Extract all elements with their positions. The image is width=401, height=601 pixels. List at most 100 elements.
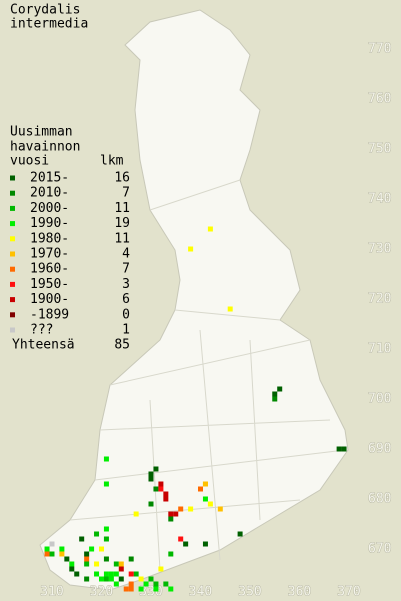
occurrence-square — [217, 506, 223, 512]
occurrence-square — [148, 576, 154, 582]
occurrence-square — [59, 551, 65, 557]
occurrence-square — [94, 571, 100, 577]
occurrence-square — [113, 571, 119, 577]
occurrence-square — [69, 566, 75, 572]
region-borders — [69, 179, 346, 571]
occurrence-square — [103, 576, 109, 582]
occurrence-square — [98, 576, 104, 582]
legend-count: 6 — [122, 292, 130, 307]
x-tick-label: 370 — [337, 585, 360, 600]
occurrence-square — [133, 511, 139, 517]
occurrence-square — [44, 551, 50, 557]
legend-swatch — [10, 312, 15, 318]
occurrence-square — [163, 491, 169, 497]
legend-label: 2015- — [30, 171, 69, 186]
occurrence-square — [84, 561, 90, 567]
occurrence-square — [118, 576, 124, 582]
occurrence-square — [49, 551, 55, 557]
legend-swatch — [10, 236, 15, 242]
occurrence-square — [207, 501, 213, 507]
occurrence-square — [133, 571, 139, 577]
occurrence-square — [128, 571, 134, 577]
legend-label: 1980- — [30, 231, 69, 246]
occurrence-square — [163, 496, 169, 502]
y-tick-label: 760 — [368, 92, 391, 107]
legend-swatch — [10, 327, 15, 333]
occurrence-square — [153, 466, 159, 472]
legend-label: 1960- — [30, 262, 69, 277]
occurrence-square — [148, 471, 154, 477]
occurrence-square — [128, 581, 134, 587]
occurrence-square — [202, 496, 208, 502]
occurrence-square — [168, 516, 174, 522]
occurrence-square — [341, 446, 347, 452]
occurrence-square — [44, 546, 50, 552]
occurrence-square — [153, 581, 159, 587]
legend-label: 2000- — [30, 201, 69, 216]
legend-swatch — [10, 190, 15, 196]
x-tick-label: 350 — [238, 585, 261, 600]
occurrence-square — [94, 561, 100, 567]
y-tick-label: 770 — [368, 42, 391, 57]
legend-swatch — [10, 281, 15, 287]
legend-count: 0 — [122, 307, 130, 322]
total-label: Yhteensä — [12, 338, 75, 353]
y-tick-label: 740 — [368, 192, 391, 207]
occurrence-square — [198, 486, 203, 492]
legend-count: 11 — [114, 231, 130, 246]
x-tick-label: 340 — [189, 585, 212, 600]
y-tick-label: 710 — [368, 342, 391, 357]
legend-label: 1970- — [30, 247, 69, 262]
occurrence-square — [237, 531, 243, 537]
y-tick-label: 690 — [368, 442, 391, 457]
legend-title: Uusimman — [10, 125, 73, 140]
occurrence-square — [158, 566, 164, 572]
legend-swatch — [10, 205, 15, 211]
x-tick-label: 360 — [288, 585, 311, 600]
occurrence-square — [178, 536, 184, 542]
occurrence-square — [59, 546, 65, 552]
occurrence-square — [103, 556, 109, 562]
occurrence-square — [168, 511, 174, 517]
occurrence-square — [84, 556, 90, 562]
legend-swatch — [10, 221, 15, 227]
occurrence-square — [153, 486, 159, 492]
occurrence-square — [118, 566, 124, 572]
y-tick-label: 700 — [368, 392, 391, 407]
legend-swatch — [10, 266, 15, 272]
occurrence-square — [277, 386, 283, 392]
occurrence-square — [84, 551, 90, 557]
occurrence-square — [118, 561, 124, 567]
occurrence-square — [123, 586, 129, 592]
occurrence-square — [168, 551, 174, 557]
occurrence-square — [89, 546, 95, 552]
legend-label: ??? — [30, 323, 53, 338]
legend-title: havainnon — [10, 140, 80, 155]
occurrence-square — [103, 536, 109, 542]
occurrence-square — [178, 506, 184, 512]
occurrence-square — [113, 561, 119, 567]
occurrence-square — [128, 586, 134, 592]
legend-swatch — [10, 251, 15, 257]
y-tick-label: 720 — [368, 292, 391, 307]
title-line: intermedia — [10, 17, 88, 32]
occurrence-square — [64, 556, 70, 562]
legend-count: 4 — [122, 247, 130, 262]
occurrence-square — [98, 546, 104, 552]
occurrence-square — [202, 481, 208, 487]
legend-count: 11 — [114, 201, 130, 216]
legend-label: -1899 — [30, 307, 69, 322]
occurrence-square — [188, 246, 194, 252]
legend-count: 7 — [122, 186, 130, 201]
legend-label: 1990- — [30, 216, 69, 231]
legend-label: 1900- — [30, 292, 69, 307]
occurrence-square — [336, 446, 342, 452]
occurrence-square — [84, 576, 90, 582]
occurrence-square — [272, 396, 278, 402]
occurrence-square — [49, 541, 55, 547]
finland-outline — [39, 9, 349, 591]
occurrence-square — [163, 581, 169, 587]
occurrence-square — [148, 501, 154, 507]
